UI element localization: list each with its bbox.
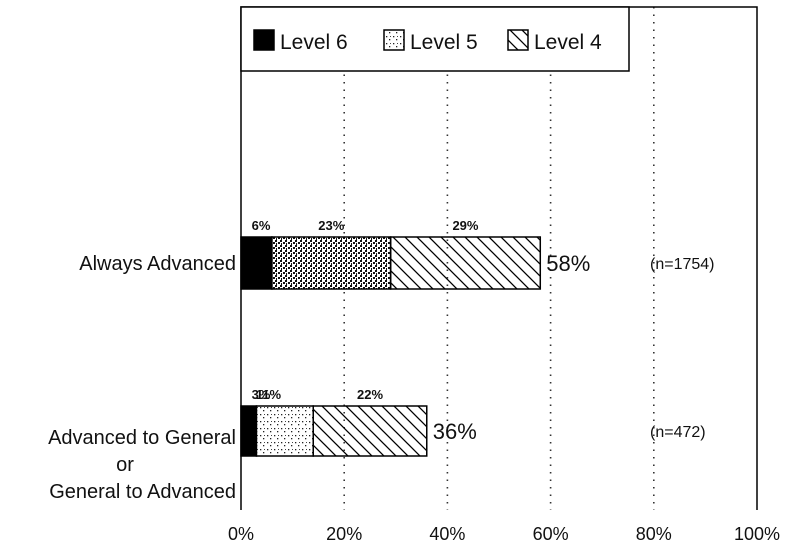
total-label-1: 58% <box>546 251 590 276</box>
bar-level-6-1 <box>240 236 273 290</box>
x-tick-label-100: 100% <box>734 524 780 544</box>
total-label-2: 36% <box>433 419 477 444</box>
segment-label-level-5-2: 11% <box>256 387 282 402</box>
x-tick-label-80: 80% <box>636 524 672 544</box>
category-label-2-2: or <box>116 454 134 476</box>
legend-swatch-level-4 <box>507 29 529 51</box>
n-label-1: (n=1754) <box>650 256 715 273</box>
category-label-2-1: Advanced to General <box>48 427 236 449</box>
x-tick-label-0: 0% <box>228 524 254 544</box>
legend-swatch-level-6 <box>253 29 275 51</box>
bar-level-4-2 <box>312 405 428 457</box>
category-label-1-1: Always Advanced <box>79 253 236 275</box>
segment-label-level-6-2: 3% <box>252 387 271 402</box>
category-label-2-3: General to Advanced <box>49 481 236 503</box>
n-label-2: (n=472) <box>650 424 706 441</box>
segment-label-level-5-1: 23% <box>318 218 344 233</box>
x-tick-label-60: 60% <box>533 524 569 544</box>
segment-label-level-6-1: 6% <box>252 218 271 233</box>
legend-label-level-4: Level 4 <box>534 31 602 54</box>
legend-swatch-level-5 <box>383 29 405 51</box>
bar-level-5-2 <box>255 405 314 457</box>
x-tick-label-40: 40% <box>429 524 465 544</box>
legend-box <box>240 6 630 72</box>
legend-label-level-5: Level 5 <box>410 31 478 54</box>
bar-level-5-1 <box>271 236 392 290</box>
segment-label-level-4-2: 22% <box>357 387 383 402</box>
bar-level-4-1 <box>389 236 542 290</box>
segment-label-level-4-1: 29% <box>452 218 478 233</box>
bar-level-6-2 <box>240 405 258 457</box>
legend-label-level-6: Level 6 <box>280 31 348 54</box>
x-tick-label-20: 20% <box>326 524 362 544</box>
